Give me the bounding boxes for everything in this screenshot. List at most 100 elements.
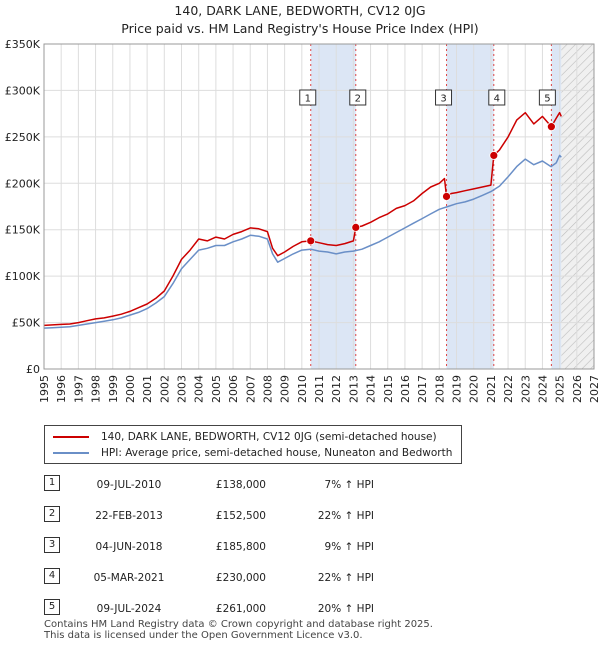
- sale-number: 1: [44, 475, 60, 491]
- x-tick-label: 2006: [227, 375, 240, 403]
- sale-number: 2: [44, 506, 60, 522]
- sale-number: 3: [44, 537, 60, 553]
- sale-price: £230,000: [215, 572, 266, 584]
- x-tick-label: 2018: [433, 375, 446, 403]
- x-tick-label: 2025: [554, 375, 567, 403]
- sale-label-text: 4: [494, 94, 500, 105]
- x-tick-label: 2010: [296, 375, 309, 403]
- sale-hpi-diff: 22% ↑ HPI: [317, 510, 374, 522]
- sale-price: £185,800: [215, 541, 266, 553]
- footer-copyright: Contains HM Land Registry data © Crown c…: [44, 619, 433, 630]
- x-tick-label: 2013: [347, 375, 360, 403]
- x-tick-label: 2002: [158, 375, 171, 403]
- y-tick-label: £250K: [5, 131, 41, 144]
- chart-title: 140, DARK LANE, BEDWORTH, CV12 0JG: [174, 3, 426, 18]
- y-tick-label: £50K: [12, 317, 41, 330]
- sale-label-box: [299, 89, 317, 106]
- x-tick-label: 2017: [416, 375, 429, 403]
- y-tick-label: £0: [26, 363, 40, 376]
- sale-date: 04-JUN-2018: [95, 541, 163, 553]
- x-tick-label: 1995: [38, 375, 51, 403]
- sale-number: 4: [44, 568, 60, 584]
- x-tick-label: 2000: [124, 375, 137, 403]
- sale-price: £261,000: [215, 603, 266, 615]
- x-tick-label: 2009: [279, 375, 292, 403]
- sale-point: [489, 151, 499, 160]
- x-tick-label: 1997: [72, 375, 85, 403]
- sale-date: 09-JUL-2024: [96, 603, 162, 615]
- x-tick-label: 2024: [536, 375, 549, 403]
- sale-period-band: [551, 44, 562, 369]
- x-tick-label: 2027: [588, 375, 600, 403]
- sale-row: 3 04-JUN-2018 £185,800 9% ↑ HPI: [44, 537, 464, 555]
- y-tick-label: £150K: [5, 224, 41, 237]
- plot-frame: [43, 43, 595, 370]
- sale-label-text: 3: [440, 94, 446, 105]
- x-tick-label: 2016: [399, 375, 412, 403]
- y-tick-label: £200K: [5, 177, 41, 190]
- legend-label-property: 140, DARK LANE, BEDWORTH, CV12 0JG (semi…: [101, 431, 437, 443]
- sale-label-box: [435, 89, 453, 106]
- legend-swatch-red: [53, 436, 89, 438]
- sale-row: 2 22-FEB-2013 £152,500 22% ↑ HPI: [44, 506, 464, 524]
- x-tick-label: 2005: [210, 375, 223, 403]
- x-tick-label: 2020: [468, 375, 481, 403]
- sale-point: [546, 122, 556, 132]
- sale-number: 5: [44, 599, 60, 615]
- x-tick-label: 1996: [55, 375, 68, 403]
- sale-label-box: [488, 89, 506, 106]
- footer-license: This data is licensed under the Open Gov…: [44, 630, 363, 641]
- sale-point: [351, 222, 361, 232]
- x-tick-label: 2015: [382, 375, 395, 403]
- sale-date: 22-FEB-2013: [95, 510, 163, 522]
- price-chart: 1 2 3 4 5 £0 £50K £100K £150K £200K £250K £300K £350…: [5, 38, 600, 403]
- sale-label-box: [538, 89, 556, 106]
- x-tick-label: 2012: [330, 375, 343, 403]
- sale-period-band: [446, 44, 494, 369]
- sale-label-text: 1: [305, 94, 311, 105]
- x-tick-label: 2011: [313, 375, 326, 403]
- y-tick-label: £300K: [5, 84, 41, 97]
- sale-label-box: [349, 89, 367, 106]
- hpi-line: [43, 154, 562, 329]
- y-tick-label: £350K: [5, 38, 41, 51]
- x-tick-label: 2023: [519, 375, 532, 403]
- x-tick-label: 2004: [193, 375, 206, 403]
- x-tick-label: 2014: [365, 375, 378, 403]
- sale-price: £152,500: [215, 510, 266, 522]
- sale-hpi-diff: 9% ↑ HPI: [324, 541, 374, 553]
- x-tick-label: 2007: [244, 375, 257, 403]
- sale-label-text: 2: [355, 94, 361, 105]
- chart-legend: 140, DARK LANE, BEDWORTH, CV12 0JG (semi…: [44, 425, 462, 464]
- y-tick-label: £100K: [5, 270, 41, 283]
- sale-price: £138,000: [215, 479, 266, 491]
- x-tick-label: 2001: [141, 375, 154, 403]
- sale-hpi-diff: 7% ↑ HPI: [324, 479, 374, 491]
- property-price-line: [43, 111, 562, 327]
- x-tick-label: 2008: [261, 375, 274, 403]
- sale-row: 1 09-JUL-2010 £138,000 7% ↑ HPI: [44, 475, 464, 493]
- future-hatch: [561, 44, 594, 369]
- x-tick-label: 1999: [107, 375, 120, 403]
- sale-point: [306, 236, 316, 246]
- footer-notice: Contains HM Land Registry data © Crown c…: [44, 619, 433, 641]
- x-tick-label: 1998: [90, 375, 103, 403]
- chart-title-block: 140, DARK LANE, BEDWORTH, CV12 0JG Price…: [0, 2, 600, 38]
- x-tick-label: 2003: [176, 375, 189, 403]
- sale-point: [442, 192, 451, 201]
- legend-label-hpi: HPI: Average price, semi-detached house,…: [101, 447, 453, 459]
- sale-row: 4 05-MAR-2021 £230,000 22% ↑ HPI: [44, 568, 464, 586]
- sale-hpi-diff: 22% ↑ HPI: [317, 572, 374, 584]
- x-tick-label: 2026: [571, 375, 584, 403]
- sale-date: 09-JUL-2010: [96, 479, 162, 491]
- sale-label-text: 5: [544, 94, 550, 105]
- chart-subtitle: Price paid vs. HM Land Registry's House …: [121, 21, 479, 36]
- legend-swatch-blue: [53, 452, 89, 454]
- sale-hpi-diff: 20% ↑ HPI: [317, 603, 374, 615]
- x-tick-label: 2019: [451, 375, 464, 403]
- sale-row: 5 09-JUL-2024 £261,000 20% ↑ HPI: [44, 599, 464, 617]
- x-tick-label: 2022: [502, 375, 515, 403]
- sale-date: 05-MAR-2021: [93, 572, 165, 584]
- legend-item-property: 140, DARK LANE, BEDWORTH, CV12 0JG (semi…: [53, 429, 437, 445]
- x-tick-label: 2021: [485, 375, 498, 403]
